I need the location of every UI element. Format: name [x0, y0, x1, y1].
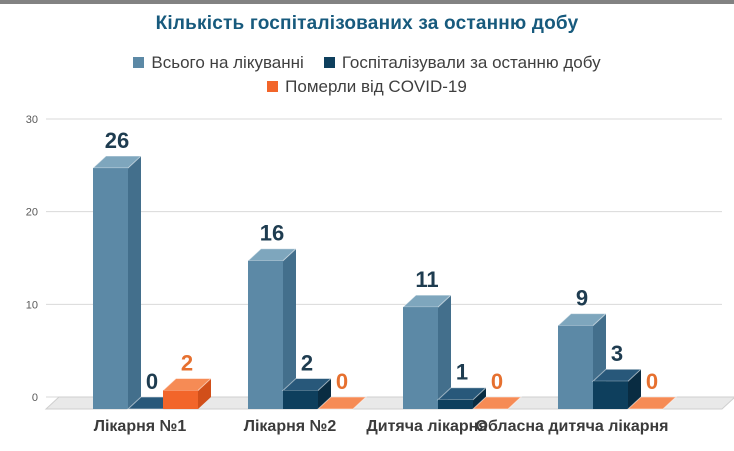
bar-1-3	[593, 381, 628, 409]
value-label: 2	[301, 350, 313, 375]
legend-item-1: Госпіталізували за останню добу	[323, 51, 601, 74]
bar-1-2-side	[473, 387, 486, 409]
bar-2-0-side	[198, 378, 211, 409]
category-label: Дитяча лікарня	[366, 418, 487, 435]
value-label: 0	[146, 369, 158, 394]
bar-1-1	[283, 390, 318, 409]
bar-0-3	[558, 325, 593, 409]
legend-item-2: Померли від COVID-19	[267, 75, 467, 98]
legend-swatch-icon	[267, 81, 279, 92]
value-label: 2	[181, 350, 193, 375]
value-label: 0	[491, 369, 503, 394]
value-label: 0	[336, 369, 348, 394]
value-label: 0	[646, 369, 658, 394]
bar-2-0	[163, 390, 198, 409]
bar-0-1	[248, 260, 283, 409]
bar-2-2	[471, 396, 523, 410]
y-axis-tick-label: 20	[26, 207, 38, 219]
bar-2-1	[316, 396, 368, 410]
legend: Всього на лікуванні Госпіталізували за ос…	[67, 51, 667, 98]
bar-1-3-side	[628, 369, 641, 409]
legend-swatch-icon	[133, 57, 145, 68]
legend-label: Госпіталізували за останню добу	[341, 53, 601, 72]
bar-0-0-side	[128, 156, 141, 409]
bar-0-2	[403, 307, 438, 409]
legend-swatch-icon	[323, 57, 335, 68]
legend-item-0: Всього на лікуванні	[133, 51, 304, 74]
bar-0-0	[93, 168, 128, 409]
bar-0-2-side	[438, 295, 451, 409]
bar-1-2	[438, 399, 473, 409]
category-label: Лікарня №1	[94, 418, 187, 435]
value-label: 26	[105, 128, 129, 153]
value-label: 1	[456, 360, 468, 385]
window-top-edge	[0, 0, 734, 4]
value-label: 11	[415, 267, 438, 292]
category-label: Обласна дитяча лікарня	[476, 418, 669, 435]
y-axis-tick-label: 10	[26, 299, 38, 311]
bar-0-1-side	[283, 248, 296, 409]
value-label: 9	[576, 286, 588, 311]
bar-1-1-side	[318, 378, 331, 409]
category-label: Лікарня №2	[244, 418, 337, 435]
value-label: 16	[260, 221, 284, 246]
y-axis-tick-label: 0	[32, 392, 38, 404]
legend-label: Померли від COVID-19	[285, 77, 467, 96]
y-axis-tick-label: 30	[26, 114, 38, 126]
bar-2-3	[626, 396, 678, 410]
legend-label: Всього на лікуванні	[151, 53, 304, 72]
value-label: 3	[611, 341, 623, 366]
chart-title: Кількість госпіталізованих за останню до…	[155, 13, 579, 34]
